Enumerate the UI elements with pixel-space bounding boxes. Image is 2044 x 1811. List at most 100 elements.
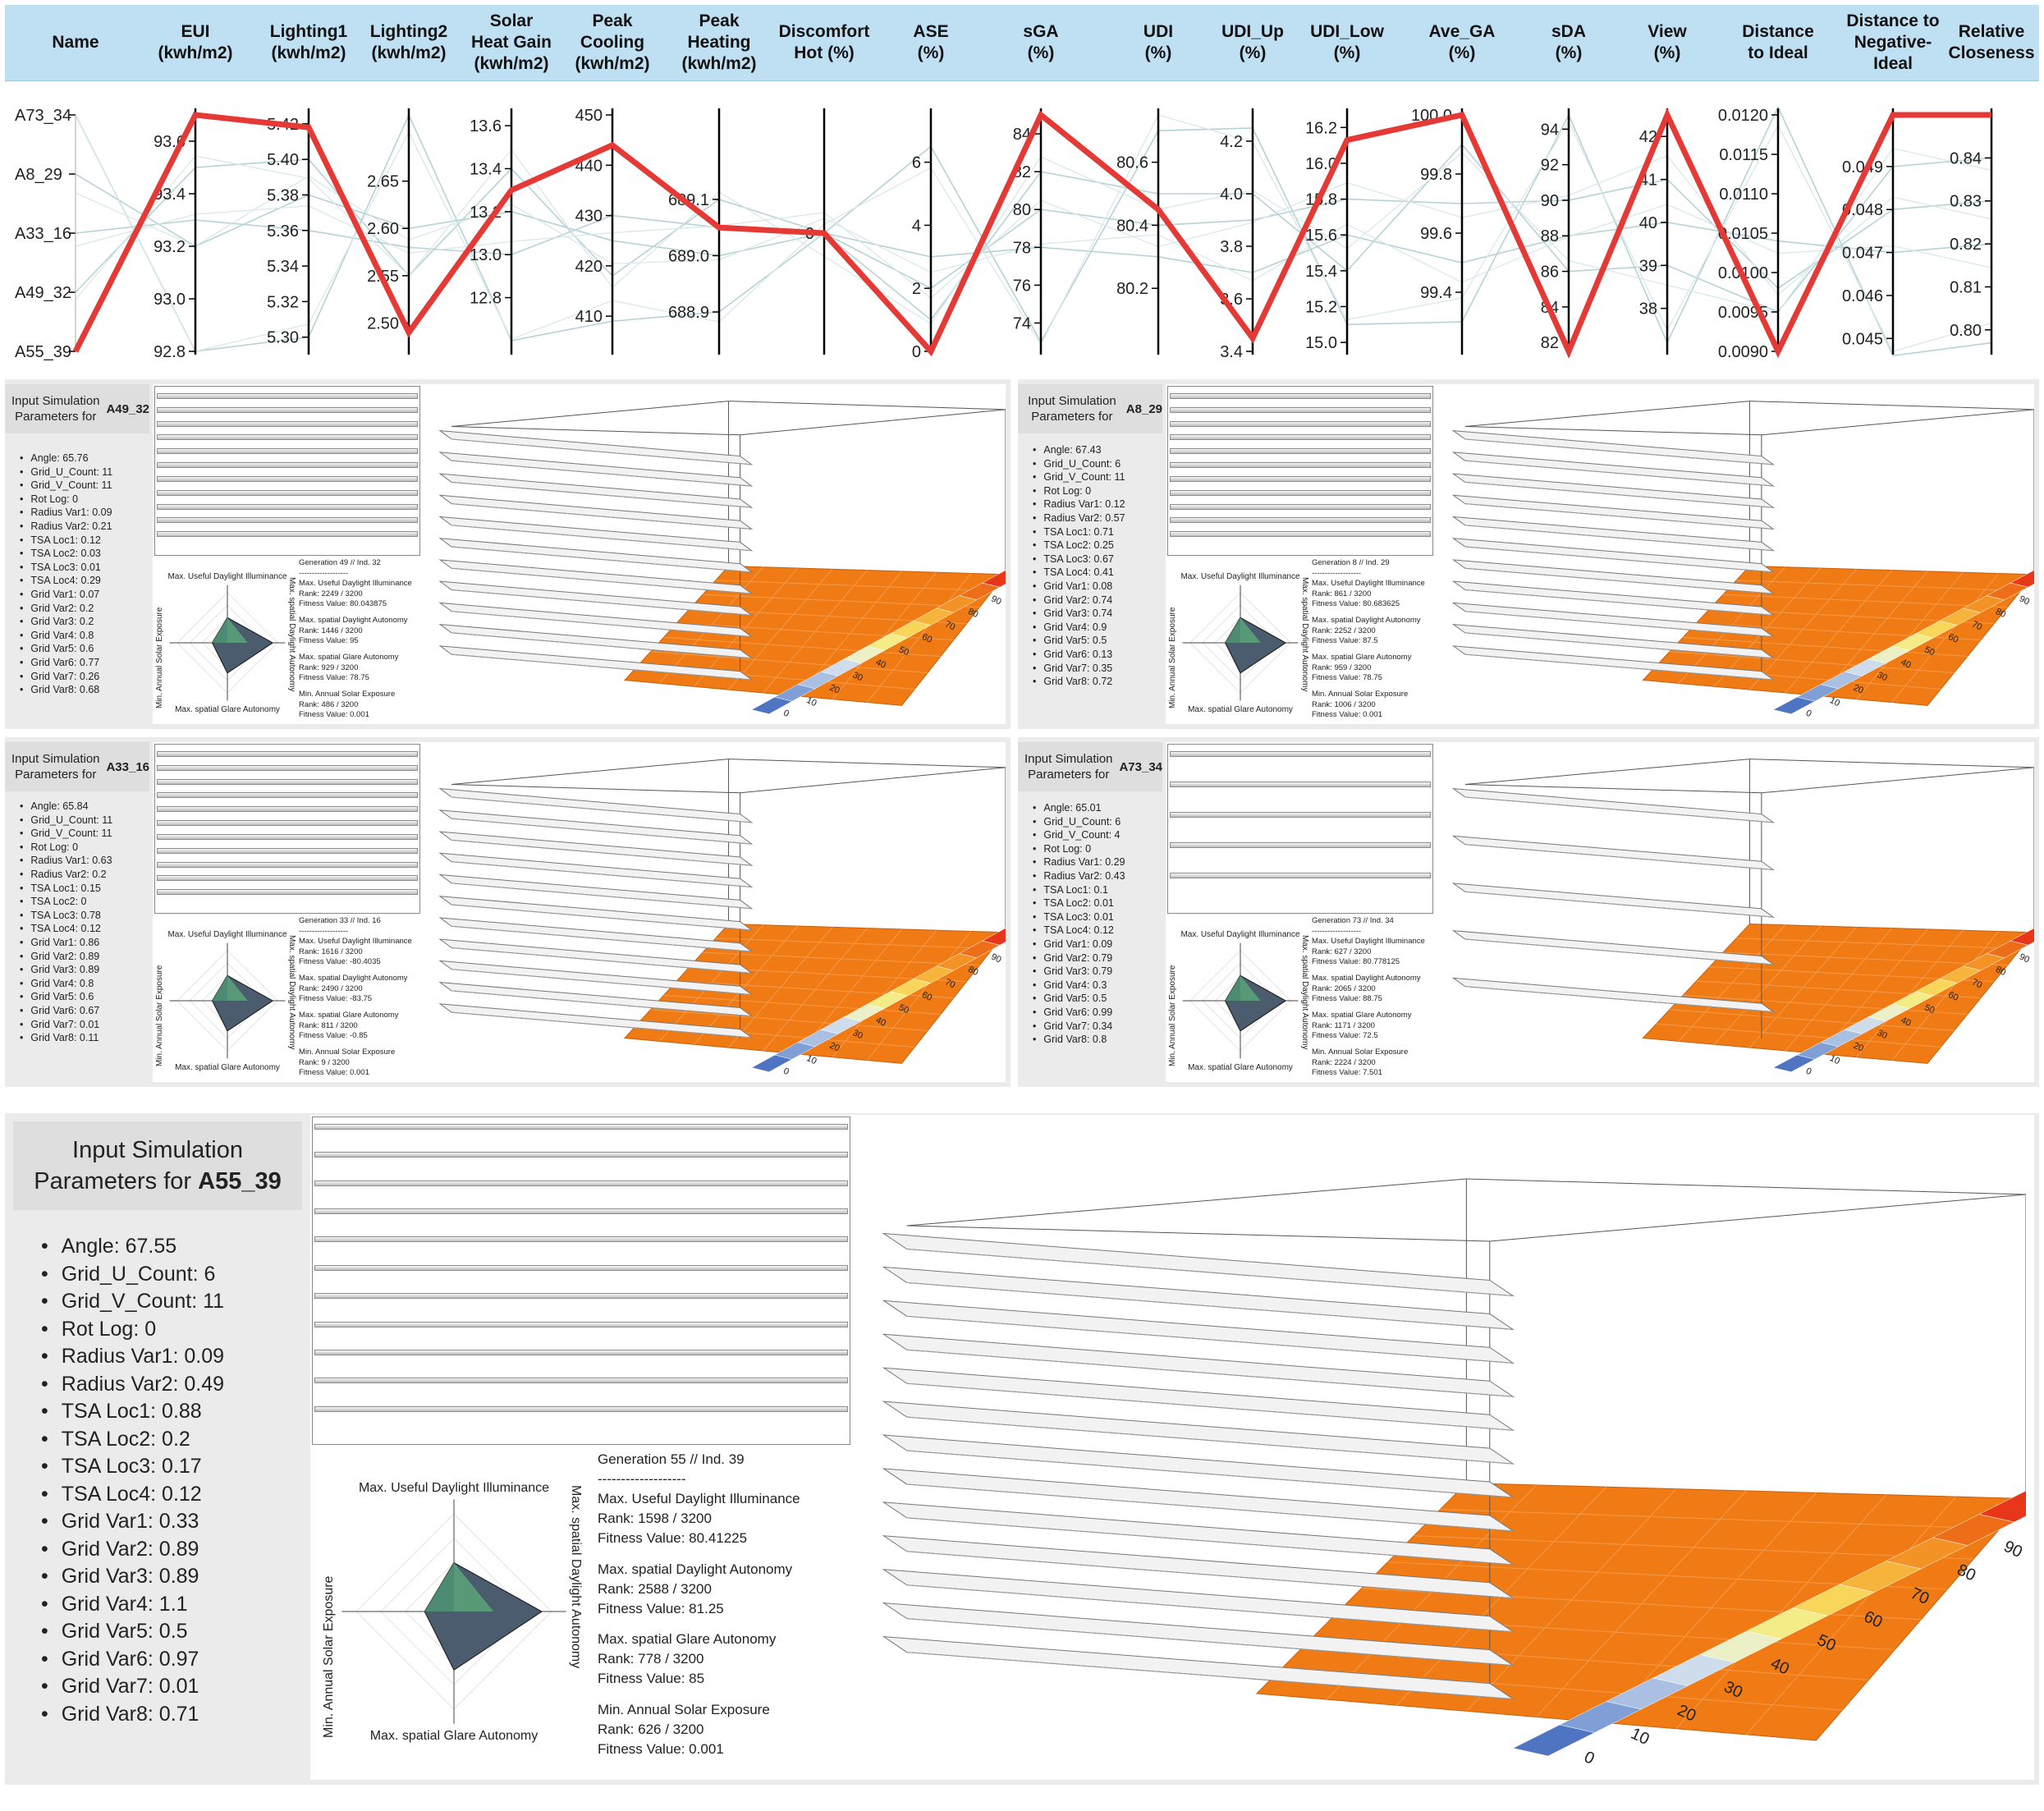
slat-shadow <box>451 611 752 638</box>
spacer <box>1312 610 1443 617</box>
parameter-item: TSA Loc1: 0.88 <box>41 1398 224 1426</box>
shade-slat <box>1170 531 1431 538</box>
facade-3d-render: 0102030405060708090100100<UDI<3000 Lux <box>438 401 1006 719</box>
shade-slat <box>1170 873 1431 878</box>
axis-tick-label-solar: 12.8 <box>470 290 502 308</box>
legend-swatch <box>1978 1490 2026 1523</box>
parameter-item: TSA Loc4: 0.12 <box>1033 924 1125 938</box>
parameter-panel-a8_29: Input Simulation Parameters for A8_29 Ang… <box>1018 379 2039 729</box>
axis-tick-label-sga: 74 <box>1013 314 1031 332</box>
spacer <box>299 968 430 974</box>
parameter-item: Grid Var8: 0.8 <box>1033 1033 1125 1047</box>
axis-tick-label-rel: 0.84 <box>1950 149 1982 167</box>
parameter-item: Grid Var7: 0.01 <box>41 1673 224 1701</box>
parameter-item: Grid_U_Count: 6 <box>41 1261 224 1289</box>
slat-shadow <box>451 839 752 866</box>
parameter-item: Grid_V_Count: 11 <box>20 827 112 841</box>
parameter-item: TSA Loc4: 0.41 <box>1033 566 1125 580</box>
row-label: A73_34 <box>15 107 71 125</box>
slat-shadow <box>451 796 752 823</box>
spacer <box>299 647 430 653</box>
parameter-item: Grid_U_Count: 11 <box>20 465 112 479</box>
shade-slat-3d <box>1451 580 1776 617</box>
legend-tick-label: 50 <box>897 644 910 658</box>
slat-shadow <box>451 925 752 952</box>
axis-tick-label-light2: 2.50 <box>367 314 399 332</box>
fitness-line-sga-rank: Rank: 1171 / 3200 <box>1312 1020 1375 1030</box>
slat-shadow <box>1464 653 1774 681</box>
slat-shadow <box>1464 546 1774 573</box>
shade-slat <box>1170 448 1431 455</box>
wireframe-edge <box>1464 784 1762 794</box>
parameter-text: Grid Var3: 0.2 <box>30 616 94 628</box>
radar-chart: Max. Useful Daylight Illuminance Max. spa… <box>155 919 297 1083</box>
axis-tick-label-avega: 99.4 <box>1420 284 1452 302</box>
parameter-text: TSA Loc4: 0.12 <box>30 923 101 935</box>
radar-label-left: Min. Annual Solar Exposure <box>154 607 164 708</box>
shade-slat <box>314 1236 848 1243</box>
shade-slat <box>1170 782 1431 787</box>
shade-slat <box>1170 812 1431 818</box>
axis-header-name: Name <box>52 33 99 52</box>
fitness-summary: Generation 8 // Ind. 29 -----------------… <box>1312 558 1443 721</box>
axis-tick-label-pcool: 450 <box>575 107 603 125</box>
axis-tick-label-udilow: 15.4 <box>1305 263 1337 281</box>
parameter-text: Grid_V_Count: 11 <box>1043 471 1125 484</box>
wireframe-edge <box>1464 759 1750 785</box>
axis-header-eui: EUI (kwh/m2) <box>158 22 233 62</box>
floor-grid-line <box>832 929 937 1057</box>
parameter-item: Grid Var4: 0.9 <box>1033 621 1125 635</box>
shade-slat <box>157 531 418 538</box>
axis-tick-label-dideal: 0.0115 <box>1719 146 1768 164</box>
fitness-line-dashes: ------------------- <box>1312 568 1362 578</box>
floor-grid-line <box>1891 573 2000 703</box>
parameter-item: Radius Var2: 0.43 <box>1033 869 1125 883</box>
axis-tick-label-pcool: 410 <box>575 308 603 326</box>
chart-header-bar: Name EUI (kwh/m2) Lighting1 (kwh/m2) Lighti… <box>5 5 2039 81</box>
slat-shadow <box>451 818 752 845</box>
fitness-line-ase-fit: Fitness Value: 0.001 <box>598 1740 724 1757</box>
shade-slat <box>1170 420 1431 427</box>
shade-slat-3d <box>438 831 754 866</box>
shade-slat <box>157 462 418 469</box>
wireframe-edge <box>1749 759 2034 768</box>
floor-grid-line <box>1683 636 1968 658</box>
axis-tick-label-eui: 92.8 <box>154 343 186 361</box>
fitness-line-ase-rank: Rank: 2224 / 3200 <box>1312 1057 1376 1067</box>
parameter-item: Grid Var4: 0.3 <box>1033 979 1125 993</box>
axis-header-dhot: Discomfort Hot (%) <box>778 22 870 62</box>
axis-tick-label-pcool: 430 <box>575 208 603 226</box>
parameter-item: Grid Var5: 0.6 <box>20 642 112 656</box>
slat-shadow <box>906 1416 1514 1465</box>
parameter-list: Angle: 67.55 Grid_U_Count: 6 Grid_V_Count:… <box>41 1233 224 1728</box>
axis-tick-label-dneg: 0.045 <box>1842 330 1883 348</box>
slat-shadow <box>451 589 752 616</box>
legend-tick-label: 10 <box>1828 1053 1841 1066</box>
slat-shadow <box>451 460 752 487</box>
parameter-item: TSA Loc3: 0.78 <box>20 909 112 923</box>
radar-label-bottom: Max. spatial Glare Autonomy <box>1188 705 1293 715</box>
slat-shadow <box>906 1315 1514 1364</box>
parameter-text: TSA Loc3: 0.78 <box>30 909 101 921</box>
axis-tick-label-ase: 0 <box>912 343 921 361</box>
fitness-line-sga-fit: Fitness Value: 78.75 <box>1312 673 1382 683</box>
axis-tick-label-light1: 5.40 <box>267 151 299 169</box>
axis-tick-label-view: 40 <box>1639 214 1657 232</box>
radar-svg <box>169 942 286 1059</box>
parameter-item: Radius Var1: 0.09 <box>41 1343 224 1371</box>
fitness-line-ase-fit: Fitness Value: 7.501 <box>1312 1068 1382 1078</box>
radar-label-top: Max. Useful Daylight Illuminance <box>1180 929 1300 939</box>
radar-shape <box>424 1561 543 1671</box>
legend-tick-label: 50 <box>1923 644 1936 658</box>
wireframe-edge <box>906 1225 1490 1242</box>
fitness-line-sda-fit: Fitness Value: 81.25 <box>598 1600 724 1616</box>
axis-tick-label-eui: 93.2 <box>154 238 186 256</box>
parameter-item: Rot Log: 0 <box>20 841 112 855</box>
shade-slat <box>157 778 418 785</box>
spacer <box>1312 968 1443 974</box>
legend-tick-label: 30 <box>1876 1028 1889 1041</box>
parameter-item: Grid_U_Count: 6 <box>1033 815 1125 829</box>
shade-slat-3d <box>1451 430 1776 465</box>
parameter-item: Grid_V_Count: 4 <box>1033 828 1125 842</box>
slat-shadow <box>1464 567 1774 594</box>
